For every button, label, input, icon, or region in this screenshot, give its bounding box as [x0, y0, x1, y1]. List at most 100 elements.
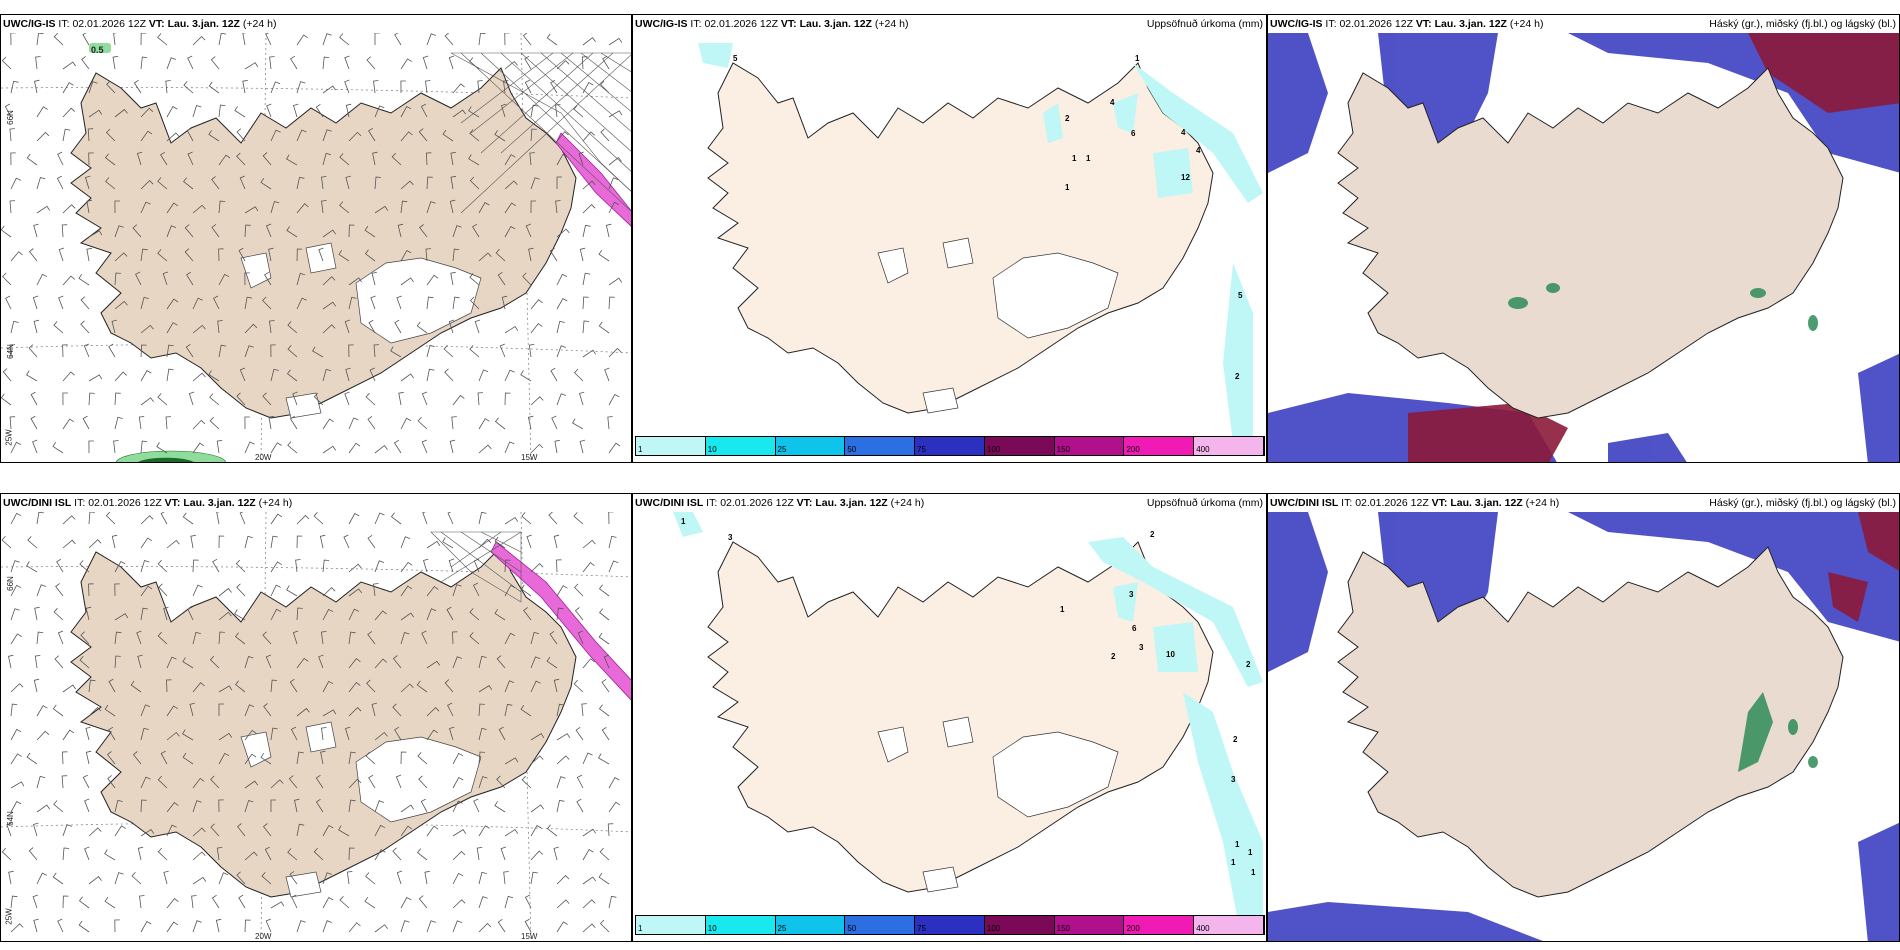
wind-barb	[30, 415, 38, 430]
wind-barb	[140, 585, 153, 597]
wind-barb	[192, 559, 199, 573]
precip-band-east	[555, 132, 631, 227]
wind-barb	[603, 654, 610, 669]
wind-barb	[10, 152, 16, 166]
wind-barb	[374, 824, 386, 837]
wind-barb	[504, 559, 511, 573]
wind-barb	[418, 128, 428, 142]
wind-barb	[520, 370, 532, 382]
wind-barb	[9, 344, 16, 358]
wind-barb	[374, 849, 386, 861]
wind-barb	[320, 750, 326, 765]
wind-barb	[582, 296, 589, 310]
wind-barb	[262, 631, 272, 645]
colorbar-tick: 150	[1056, 445, 1071, 454]
wind-barb	[530, 177, 540, 190]
wind-barb	[598, 872, 610, 885]
wind-barb	[573, 368, 584, 382]
wind-barb	[494, 801, 506, 813]
wind-barb	[496, 775, 506, 789]
wind-barb	[215, 918, 222, 933]
wind-barb	[111, 534, 118, 549]
wind-barb	[56, 558, 64, 573]
wind-barb	[530, 128, 537, 142]
wind-barb	[140, 180, 154, 190]
wind-barb	[530, 104, 539, 118]
wind-barb	[374, 176, 382, 190]
wind-barb	[348, 847, 355, 861]
wind-barb	[183, 177, 194, 190]
wind-barb	[192, 204, 206, 214]
wind-barb	[294, 798, 300, 813]
colorbar-tick: 10	[707, 445, 717, 454]
wind-barb	[140, 920, 152, 933]
wind-barb	[8, 654, 14, 669]
wind-barb	[88, 440, 94, 454]
wind-barb	[166, 57, 177, 70]
wind-barb	[449, 439, 456, 454]
colorbar-segment	[1054, 916, 1125, 934]
wind-barb	[400, 417, 412, 430]
wind-barb	[140, 704, 151, 717]
wind-barb	[451, 416, 457, 430]
wind-barb	[322, 680, 334, 693]
wind-barb	[244, 416, 250, 430]
wind-barb	[86, 199, 92, 214]
wind-barb	[400, 131, 413, 142]
wind-barb	[156, 442, 168, 454]
wind-barb	[106, 80, 116, 94]
wind-barb	[113, 440, 119, 454]
wind-barb	[348, 707, 362, 717]
wind-barb	[344, 79, 350, 94]
wind-barb	[289, 415, 298, 430]
wind-barb	[192, 682, 205, 693]
wind-barb	[182, 512, 194, 525]
colorbar-segment	[636, 916, 706, 934]
wind-barb	[192, 372, 206, 382]
wind-barb	[322, 418, 335, 430]
colorbar-tick: 400	[1196, 445, 1210, 454]
wind-barb	[556, 607, 564, 621]
wind-barb	[494, 608, 506, 621]
wind-barb	[344, 55, 350, 70]
wind-barb	[366, 679, 376, 693]
wind-barb	[608, 535, 617, 549]
wind-barb	[292, 630, 299, 645]
wind-barb	[157, 393, 168, 406]
wind-barb	[114, 613, 129, 621]
wind-barb	[608, 895, 617, 909]
wind-barb	[400, 920, 410, 933]
wind-barb	[450, 175, 457, 190]
cloud-header-bottom: UWC/DINI ISL IT: 02.01.2026 12Z VT: Lau.…	[1270, 497, 1560, 509]
wind-barb	[192, 297, 203, 310]
wind-barb	[365, 752, 376, 765]
wind-barb	[36, 872, 47, 885]
precip-amount-label: 1	[1231, 858, 1236, 867]
wind-barb	[576, 798, 584, 813]
wind-barb	[426, 608, 437, 621]
wind-barb	[400, 585, 413, 597]
wind-barb	[607, 416, 613, 430]
wind-barb	[62, 539, 76, 549]
wind-barb	[88, 512, 95, 525]
wind-barb	[608, 296, 615, 310]
wind-barb	[494, 536, 506, 549]
wind-barb	[270, 608, 282, 621]
wind-barb	[420, 798, 428, 813]
wind-barb	[26, 370, 38, 382]
wind-barb	[32, 439, 38, 454]
wind-barb	[238, 894, 246, 909]
wind-barb	[270, 442, 282, 454]
wind-barb	[192, 442, 205, 454]
wind-barb	[62, 82, 74, 94]
wind-barb	[135, 271, 142, 286]
wind-barb	[165, 416, 172, 430]
precip-amount-label: 1	[1086, 154, 1091, 163]
wind-barb	[478, 202, 490, 214]
wind-barb	[166, 202, 179, 214]
wind-barb	[424, 870, 430, 885]
wind-barb	[582, 272, 591, 286]
wind-barb	[608, 201, 619, 214]
wind-barb	[400, 180, 414, 190]
wind-barb	[187, 151, 194, 166]
